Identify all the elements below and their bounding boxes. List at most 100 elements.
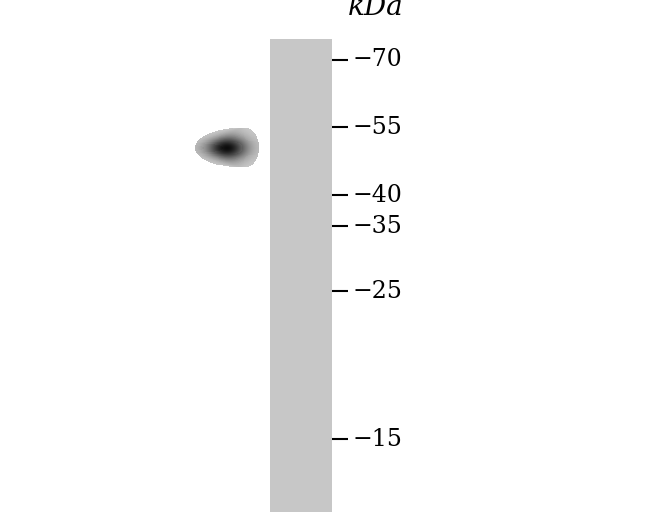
Bar (213, 161, 215, 162)
Bar (242, 132, 243, 133)
Bar (244, 164, 246, 165)
Bar (239, 145, 241, 146)
Bar (204, 136, 205, 137)
Bar (246, 160, 248, 161)
Bar (246, 164, 248, 165)
Bar (242, 146, 243, 147)
Bar (249, 156, 251, 157)
Bar (255, 153, 256, 154)
Bar (207, 157, 209, 158)
Bar (216, 147, 218, 148)
Bar (242, 162, 244, 163)
Bar (224, 139, 226, 140)
Bar (212, 142, 214, 143)
Bar (242, 130, 243, 131)
Bar (233, 129, 234, 130)
Bar (244, 137, 245, 138)
Bar (241, 134, 242, 135)
Bar (224, 164, 225, 165)
Bar (218, 147, 220, 148)
Bar (228, 155, 229, 156)
Bar (199, 139, 201, 140)
Bar (241, 161, 243, 162)
Bar (208, 147, 209, 148)
Bar (224, 159, 225, 160)
Bar (217, 145, 219, 146)
Bar (246, 147, 248, 148)
Bar (222, 136, 223, 137)
Bar (207, 142, 209, 143)
Bar (240, 134, 241, 135)
Bar (213, 151, 214, 152)
Bar (205, 153, 207, 154)
Bar (237, 151, 239, 152)
Bar (247, 134, 248, 135)
Bar (237, 145, 239, 146)
Bar (250, 148, 252, 149)
Bar (237, 140, 239, 141)
Bar (248, 155, 249, 156)
Bar (228, 132, 229, 133)
Bar (233, 161, 235, 162)
Bar (200, 156, 202, 157)
Bar (232, 162, 233, 163)
Bar (226, 135, 227, 136)
Bar (250, 154, 251, 155)
Bar (207, 149, 209, 150)
Bar (225, 129, 226, 131)
Bar (207, 140, 209, 141)
Bar (244, 145, 245, 146)
Bar (217, 147, 219, 148)
Bar (254, 148, 256, 149)
Bar (222, 162, 223, 163)
Bar (211, 140, 213, 141)
Bar (248, 155, 249, 157)
Bar (207, 158, 209, 159)
Bar (250, 151, 252, 152)
Bar (242, 138, 243, 139)
Bar (231, 130, 233, 131)
Bar (238, 131, 239, 132)
Bar (242, 162, 243, 163)
Bar (221, 142, 223, 143)
Bar (247, 132, 248, 133)
Bar (212, 149, 214, 150)
Bar (257, 144, 259, 145)
Bar (214, 153, 216, 154)
Bar (248, 134, 249, 135)
Bar (246, 131, 248, 132)
Bar (226, 153, 227, 154)
Bar (209, 146, 211, 147)
Bar (226, 133, 227, 134)
Bar (216, 134, 217, 135)
Bar (243, 134, 244, 135)
Bar (246, 162, 247, 163)
Bar (222, 153, 223, 154)
Bar (249, 153, 250, 154)
Bar (220, 145, 222, 146)
Bar (237, 159, 239, 160)
Bar (242, 166, 243, 167)
Bar (229, 157, 230, 158)
Bar (200, 147, 202, 148)
Bar (242, 154, 243, 155)
Bar (210, 138, 212, 139)
Bar (226, 160, 228, 161)
Bar (249, 142, 250, 143)
Bar (228, 136, 229, 137)
Bar (244, 128, 245, 129)
Bar (229, 163, 230, 164)
Bar (240, 149, 242, 150)
Bar (250, 139, 252, 140)
Bar (222, 146, 223, 147)
Bar (231, 165, 232, 166)
Bar (216, 161, 218, 162)
Bar (230, 159, 231, 160)
Bar (250, 149, 252, 150)
Bar (250, 159, 251, 160)
Bar (218, 141, 220, 142)
Bar (236, 139, 237, 140)
Bar (239, 164, 240, 165)
Bar (242, 156, 243, 157)
Bar (238, 166, 239, 167)
